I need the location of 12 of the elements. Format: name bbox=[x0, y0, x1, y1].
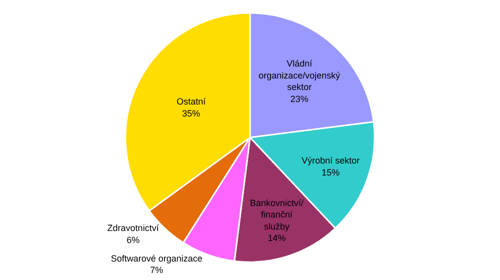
data-label: 14% bbox=[268, 233, 286, 244]
slice-label: Ostatní bbox=[176, 96, 206, 107]
slice-label: Výrobní sektor bbox=[302, 156, 360, 166]
data-label: 15% bbox=[322, 167, 340, 178]
slice-label: Softwarové organizace bbox=[110, 253, 202, 264]
slice-label: Bankovnictví/finanční služby bbox=[250, 198, 304, 232]
data-label: 7% bbox=[150, 265, 164, 276]
data-label: 6% bbox=[126, 234, 140, 245]
slice-label: Vládní organizace/vojenský sektor bbox=[258, 58, 341, 92]
data-label: 35% bbox=[182, 108, 200, 118]
slice-label: Zdravotnictví bbox=[107, 223, 160, 234]
data-label: 23% bbox=[290, 94, 308, 104]
